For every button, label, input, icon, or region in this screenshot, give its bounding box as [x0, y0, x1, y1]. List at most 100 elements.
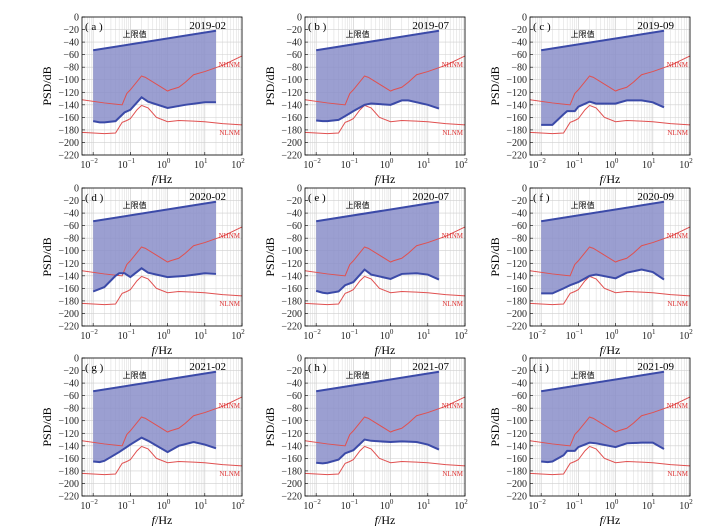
y-tick-label: −120 — [281, 88, 302, 99]
y-tick-label: −220 — [506, 322, 527, 333]
y-tick-label: −160 — [506, 113, 527, 124]
panel-2021-07: 0−20 −40−60 −80−100 −120−140 −160−180 −200 −22… — [263, 354, 468, 526]
y-tick-label: −80 — [63, 234, 79, 245]
y-tick-label: −100 — [506, 75, 527, 86]
x-axis-label: f/Hz — [600, 343, 621, 357]
nlnm-line — [305, 104, 465, 135]
y-tick-label: −220 — [58, 151, 79, 162]
x-tick-label: 101 — [417, 498, 431, 512]
nlnm-line — [530, 445, 690, 476]
y-tick-label: −40 — [63, 209, 79, 220]
y-tick-label: −60 — [63, 391, 79, 402]
y-tick-label: −140 — [506, 271, 527, 282]
y-tick-label: −160 — [58, 113, 79, 124]
y-tick-label: −40 — [63, 38, 79, 49]
upper-bound-line — [541, 29, 665, 52]
y-tick-label: −140 — [506, 100, 527, 111]
x-tick-label: 101 — [642, 328, 656, 342]
nlnm-line — [82, 104, 242, 135]
y-tick-label: 0 — [74, 354, 79, 365]
panel-plot-area — [82, 200, 242, 306]
x-tick-label: 102 — [679, 157, 693, 171]
y-tick-label: −180 — [281, 466, 302, 477]
upper-bound-line — [316, 370, 440, 393]
panel-label: ( d ) — [85, 192, 104, 204]
y-tick-label: −160 — [506, 454, 527, 465]
panel-label: ( f ) — [533, 192, 550, 204]
y-tick-label: −160 — [58, 284, 79, 295]
lower-bound-line — [315, 268, 440, 295]
y-tick-label: −180 — [506, 466, 527, 477]
nhnm-line — [530, 226, 690, 277]
panel-plot-area — [530, 200, 690, 306]
y-tick-label: −220 — [281, 151, 302, 162]
y-tick-label: −40 — [511, 379, 527, 390]
x-tick-label: 10−2 — [528, 498, 546, 512]
y-tick-label: −160 — [281, 454, 302, 465]
y-tick-label: 0 — [74, 13, 79, 24]
panel-label: ( e ) — [308, 192, 326, 204]
y-tick-label: −200 — [506, 138, 527, 149]
y-tick-label: −20 — [511, 25, 527, 36]
panel-frame — [529, 16, 691, 156]
y-tick-label: −160 — [281, 113, 302, 124]
y-tick-label: 0 — [522, 13, 527, 24]
x-axis-label: f/Hz — [152, 343, 173, 357]
upper-bound-annotation: 上限值 — [123, 200, 147, 210]
y-tick-label: −200 — [281, 309, 302, 320]
y-tick-label: −100 — [506, 246, 527, 257]
y-tick-label: −60 — [511, 391, 527, 402]
y-tick-label: −80 — [511, 234, 527, 245]
x-tick-label: 101 — [642, 157, 656, 171]
panel-plot-area — [530, 29, 690, 135]
y-tick-label: −80 — [63, 63, 79, 74]
y-tick-label: −140 — [281, 100, 302, 111]
panel-frame — [529, 357, 691, 497]
x-tick-label: 10−1 — [566, 498, 584, 512]
lower-bound-line — [92, 267, 217, 293]
panel-label: ( a ) — [85, 21, 103, 33]
panel-frame — [81, 357, 243, 497]
panel-plot-area — [305, 370, 465, 476]
y-tick-label: −200 — [281, 479, 302, 490]
y-tick-label: −60 — [63, 50, 79, 61]
upper-bound-annotation: 上限值 — [571, 200, 595, 210]
upper-bound-line — [93, 200, 217, 223]
x-tick-label: 100 — [157, 328, 171, 342]
x-tick-label: 10−1 — [341, 498, 359, 512]
nlnm-line — [82, 445, 242, 476]
x-tick-label: 100 — [157, 157, 171, 171]
panel-2020-09: 0−20 −40−60 −80−100 −120−140 −160−180 −200 −22… — [488, 184, 693, 358]
x-tick-label: 101 — [194, 157, 208, 171]
panel-title: 2021-02 — [189, 361, 226, 373]
y-tick-label: −60 — [286, 391, 302, 402]
panel-2019-07: 0−20 −40−60 −80−100 −120−140 −160−180 −200 −22… — [263, 13, 468, 187]
y-tick-label: −200 — [281, 138, 302, 149]
nhnm-line — [530, 396, 690, 447]
upper-bound-line — [93, 29, 217, 52]
y-tick-label: −80 — [63, 404, 79, 415]
y-axis-label: PSD/dB — [263, 407, 277, 446]
x-axis-label: f/Hz — [375, 343, 396, 357]
y-tick-label: −100 — [506, 416, 527, 427]
y-axis-label: PSD/dB — [263, 237, 277, 276]
y-tick-label: −20 — [511, 196, 527, 207]
nhnm-annotation: NHNM — [219, 402, 241, 410]
nlnm-line — [305, 445, 465, 476]
nhnm-annotation: NHNM — [442, 402, 464, 410]
nhnm-annotation: NHNM — [442, 232, 464, 240]
y-tick-label: −20 — [63, 25, 79, 36]
y-tick-label: −40 — [511, 38, 527, 49]
y-tick-label: −80 — [286, 404, 302, 415]
y-tick-label: −200 — [506, 479, 527, 490]
nlnm-annotation: NLNM — [667, 129, 688, 137]
y-axis-label: PSD/dB — [488, 237, 502, 276]
lower-bound-line — [316, 99, 440, 123]
nhnm-annotation: NHNM — [667, 402, 689, 410]
y-tick-label: −80 — [511, 404, 527, 415]
nhnm-line — [530, 55, 690, 106]
y-axis-label: PSD/dB — [40, 237, 54, 276]
y-tick-label: −80 — [286, 234, 302, 245]
panel-title: 2019-07 — [412, 20, 449, 32]
y-tick-label: −160 — [506, 284, 527, 295]
